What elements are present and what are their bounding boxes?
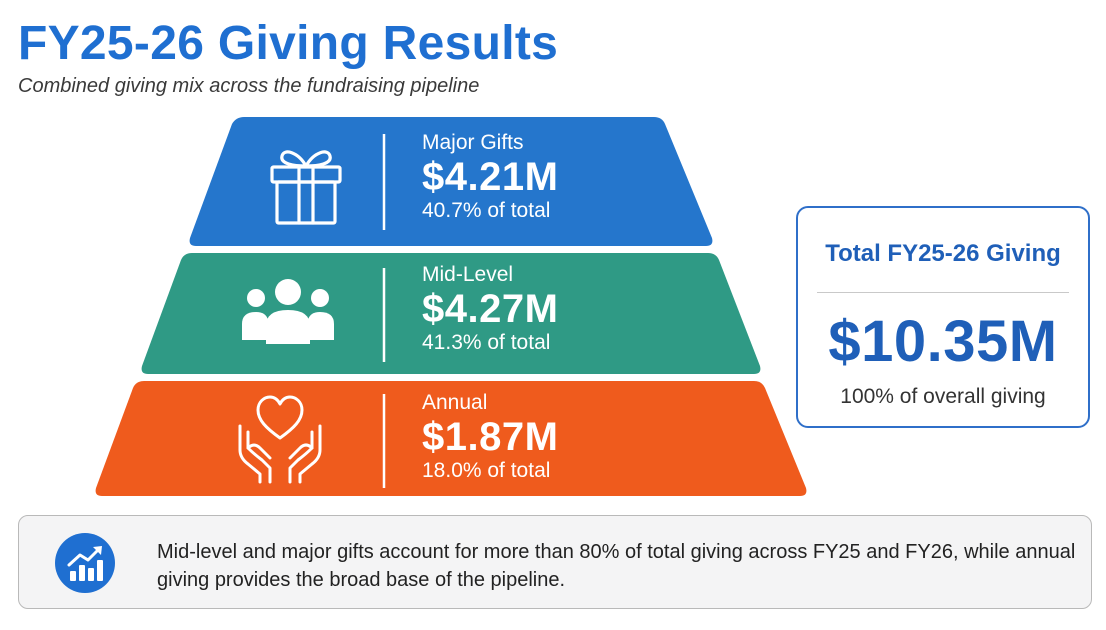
- tier-value: $1.87M: [422, 415, 559, 459]
- tier-mid-level: Mid-Level $4.27M 41.3% of total: [422, 263, 558, 355]
- tier-name: Annual: [422, 391, 488, 414]
- insight-text: Mid-level and major gifts account for mo…: [157, 541, 1076, 591]
- tier-percent: 41.3% of total: [422, 331, 551, 354]
- tier-percent: 18.0% of total: [422, 459, 551, 482]
- tier-value: $4.27M: [422, 287, 559, 331]
- tier-percent: 40.7% of total: [422, 199, 551, 222]
- page-subtitle: Combined giving mix across the fundraisi…: [18, 75, 480, 97]
- people-icon: [242, 279, 334, 344]
- tier-name: Mid-Level: [422, 263, 514, 286]
- total-giving-card: Total FY25-26 Giving $10.35M 100% of ove…: [796, 206, 1090, 428]
- total-divider: [817, 292, 1069, 293]
- growth-chart-icon: [55, 533, 115, 593]
- heart-hands-icon: [238, 395, 322, 484]
- tier-major-gifts: Major Gifts $4.21M 40.7% of total: [422, 131, 558, 223]
- total-note: 100% of overall giving: [840, 385, 1046, 408]
- total-value: $10.35M: [828, 309, 1058, 374]
- total-title: Total FY25-26 Giving: [825, 240, 1061, 267]
- gift-icon: [270, 150, 342, 225]
- tier-name: Major Gifts: [422, 131, 524, 154]
- tier-annual: Annual $1.87M 18.0% of total: [422, 391, 558, 483]
- insight-banner: Mid-level and major gifts account for mo…: [18, 515, 1092, 609]
- tier-value: $4.21M: [422, 155, 559, 199]
- page-title: FY25-26 Giving Results: [18, 17, 559, 70]
